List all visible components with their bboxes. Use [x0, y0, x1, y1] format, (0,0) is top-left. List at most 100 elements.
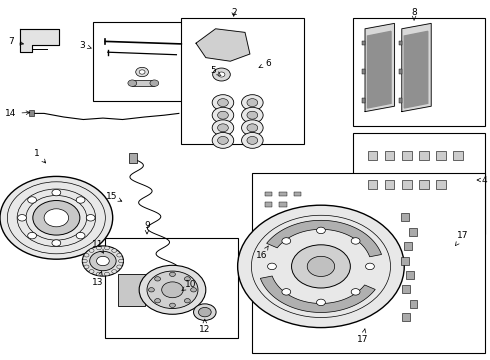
Bar [265, 192, 272, 196]
Circle shape [282, 238, 291, 244]
Bar [453, 151, 463, 160]
Bar [402, 313, 410, 321]
Circle shape [247, 136, 258, 144]
Circle shape [104, 272, 109, 276]
Circle shape [112, 270, 117, 273]
Circle shape [155, 298, 161, 303]
Bar [385, 180, 394, 189]
Circle shape [148, 288, 154, 292]
Circle shape [97, 272, 101, 276]
Circle shape [212, 95, 234, 111]
Circle shape [184, 277, 190, 281]
Circle shape [76, 232, 85, 239]
Circle shape [366, 263, 374, 270]
Circle shape [218, 136, 228, 144]
Circle shape [170, 303, 175, 307]
Bar [93, 22, 196, 101]
Circle shape [242, 107, 263, 123]
Circle shape [247, 124, 258, 132]
Circle shape [212, 120, 234, 136]
Circle shape [351, 238, 360, 244]
Circle shape [213, 68, 230, 81]
Polygon shape [365, 23, 394, 112]
Bar [132, 80, 154, 86]
Circle shape [97, 246, 101, 250]
Bar [29, 110, 34, 116]
Bar [399, 98, 402, 103]
Bar [279, 192, 287, 196]
Circle shape [282, 289, 291, 295]
Circle shape [119, 259, 123, 263]
Bar [368, 151, 377, 160]
Bar [402, 285, 410, 293]
Circle shape [184, 298, 190, 303]
Circle shape [82, 259, 87, 263]
Circle shape [198, 307, 211, 317]
Polygon shape [20, 29, 59, 52]
Bar [294, 192, 301, 196]
Circle shape [268, 263, 276, 270]
Polygon shape [260, 276, 375, 312]
Bar [419, 180, 429, 189]
Text: 8: 8 [411, 8, 417, 20]
Bar [401, 257, 409, 265]
Bar [401, 213, 409, 221]
Bar [385, 151, 394, 160]
Circle shape [170, 272, 175, 276]
Bar [252, 173, 485, 353]
Bar [265, 202, 272, 207]
Text: 12: 12 [199, 319, 211, 334]
Bar [402, 151, 412, 160]
Circle shape [0, 176, 113, 259]
Text: 11: 11 [92, 240, 104, 253]
Circle shape [128, 80, 137, 86]
Text: 6: 6 [259, 59, 271, 68]
Circle shape [212, 107, 234, 123]
Circle shape [89, 249, 94, 252]
Bar [353, 18, 485, 126]
Circle shape [52, 189, 61, 196]
Circle shape [112, 249, 117, 252]
Bar [399, 69, 402, 74]
Circle shape [90, 251, 116, 271]
Bar [118, 274, 145, 306]
Circle shape [52, 240, 61, 246]
Text: 15: 15 [106, 192, 122, 201]
Bar [436, 180, 446, 189]
Text: 4: 4 [477, 176, 487, 185]
Circle shape [191, 288, 196, 292]
Circle shape [292, 245, 350, 288]
Bar [368, 180, 377, 189]
Circle shape [147, 271, 198, 309]
Circle shape [97, 256, 109, 266]
Circle shape [218, 72, 225, 77]
Text: 1: 1 [34, 149, 46, 163]
Circle shape [351, 289, 360, 295]
Text: 7: 7 [8, 37, 24, 46]
Bar [436, 151, 446, 160]
Circle shape [28, 197, 37, 203]
Circle shape [307, 256, 335, 276]
Circle shape [247, 99, 258, 107]
Circle shape [33, 201, 80, 235]
Text: 17: 17 [357, 329, 368, 343]
Bar [399, 41, 402, 45]
Circle shape [82, 246, 123, 276]
Bar [410, 300, 417, 308]
Circle shape [238, 205, 404, 328]
Circle shape [150, 80, 159, 86]
Polygon shape [196, 29, 250, 61]
Bar [362, 69, 365, 74]
Circle shape [155, 277, 161, 281]
Text: 5: 5 [210, 66, 221, 76]
Polygon shape [404, 31, 428, 108]
Circle shape [317, 299, 325, 306]
Circle shape [218, 99, 228, 107]
Circle shape [139, 70, 145, 74]
Polygon shape [267, 220, 382, 257]
Circle shape [86, 215, 95, 221]
Circle shape [212, 132, 234, 148]
Polygon shape [368, 31, 391, 108]
Bar [362, 98, 365, 103]
Circle shape [136, 67, 148, 77]
